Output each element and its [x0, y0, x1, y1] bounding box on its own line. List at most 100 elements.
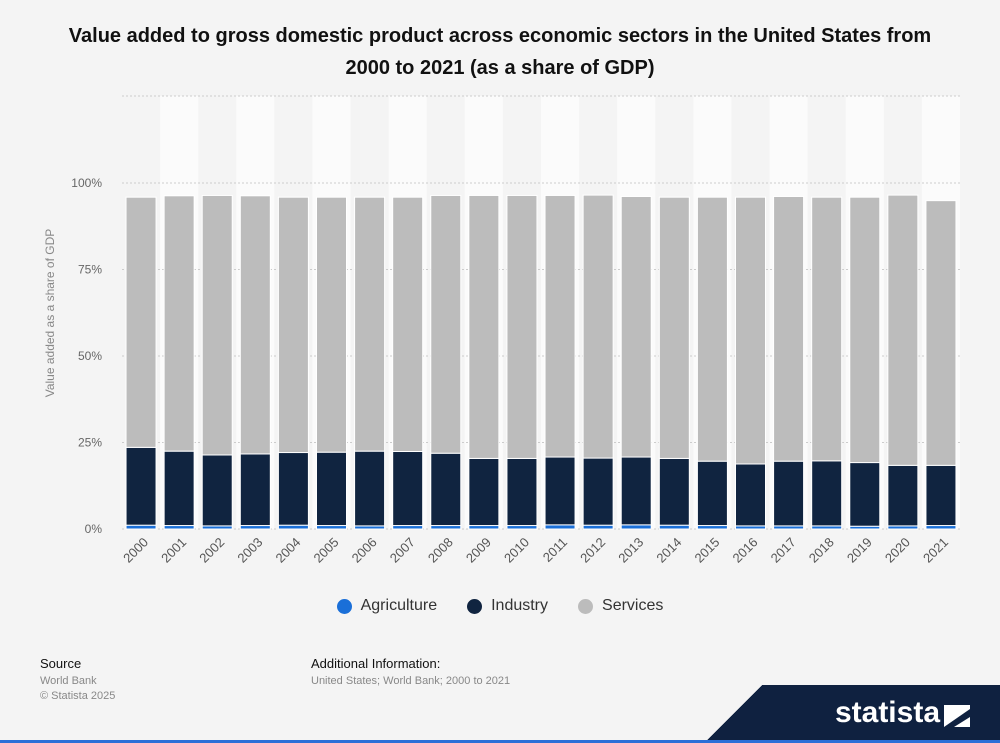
legend-item-industry[interactable]: Industry: [467, 597, 548, 615]
bar-agriculture-2005[interactable]: [316, 525, 347, 530]
bar-services-2004[interactable]: [277, 196, 309, 454]
x-tick-label: 2013: [615, 535, 646, 566]
bar-industry-2016[interactable]: [735, 463, 766, 527]
bar-agriculture-2011[interactable]: [544, 524, 576, 530]
x-tick-label: 2006: [349, 535, 380, 566]
bar-industry-2011[interactable]: [544, 456, 576, 526]
x-tick-label: 2003: [234, 535, 265, 566]
bar-agriculture-2004[interactable]: [277, 524, 309, 530]
bar-agriculture-2007[interactable]: [392, 525, 424, 530]
bar-industry-2021[interactable]: [925, 464, 957, 527]
bar-industry-2017[interactable]: [773, 460, 805, 527]
bar-services-2011[interactable]: [544, 194, 576, 458]
bar-agriculture-2021[interactable]: [925, 525, 957, 530]
x-tick-label: 2016: [730, 535, 761, 566]
bar-industry-2007[interactable]: [392, 450, 424, 527]
bar-agriculture-2003[interactable]: [239, 525, 271, 530]
legend: Agriculture Industry Services: [0, 597, 1000, 615]
x-tick-label: 2020: [882, 535, 913, 566]
bar-services-2000[interactable]: [125, 196, 157, 448]
x-tick-label: 2002: [196, 535, 227, 566]
bar-services-2019[interactable]: [849, 196, 881, 464]
bar-agriculture-2001[interactable]: [163, 525, 195, 530]
bar-industry-2002[interactable]: [201, 454, 233, 527]
y-tick-label: 100%: [71, 176, 102, 190]
x-tick-label: 2001: [158, 535, 189, 566]
statista-logo-icon: [944, 705, 970, 727]
bottom-accent-strip: [0, 740, 1000, 743]
bar-services-2013[interactable]: [620, 195, 652, 458]
bar-services-2018[interactable]: [811, 196, 843, 462]
legend-label-industry: Industry: [491, 597, 549, 614]
y-tick-label: 75%: [78, 263, 102, 277]
bar-agriculture-2012[interactable]: [582, 524, 614, 530]
bar-industry-2003[interactable]: [239, 453, 271, 527]
bar-services-2001[interactable]: [163, 195, 195, 452]
x-tick-label: 2000: [120, 535, 151, 566]
bar-agriculture-2009[interactable]: [468, 525, 500, 530]
bar-agriculture-2014[interactable]: [658, 524, 690, 530]
legend-item-agriculture[interactable]: Agriculture: [336, 597, 438, 615]
bar-services-2017[interactable]: [773, 195, 805, 462]
legend-label-services: Services: [602, 597, 664, 614]
legend-label-agriculture: Agriculture: [360, 597, 438, 614]
x-tick-label: 2017: [768, 535, 799, 566]
bar-industry-2001[interactable]: [163, 450, 195, 527]
statista-logo-text[interactable]: statista: [834, 696, 940, 729]
bar-industry-2009[interactable]: [468, 457, 500, 527]
x-tick-label: 2021: [920, 535, 951, 566]
y-tick-label: 25%: [78, 436, 102, 450]
x-tick-label: 2019: [844, 535, 875, 566]
bar-agriculture-2013[interactable]: [620, 524, 652, 530]
additional-info-value: United States; World Bank; 2000 to 2021: [311, 675, 511, 687]
bar-agriculture-2000[interactable]: [125, 524, 157, 530]
x-tick-label: 2015: [691, 535, 722, 566]
bar-industry-2012[interactable]: [582, 457, 614, 526]
bar-agriculture-2008[interactable]: [430, 525, 462, 530]
bar-services-2007[interactable]: [392, 196, 424, 452]
bar-services-2016[interactable]: [735, 196, 766, 465]
legend-item-services[interactable]: Services: [578, 597, 663, 615]
x-tick-label: 2007: [387, 535, 418, 566]
bar-services-2003[interactable]: [239, 195, 271, 455]
bar-industry-2004[interactable]: [277, 452, 309, 526]
statista-brand-banner: statista: [680, 685, 1000, 743]
bar-industry-2019[interactable]: [849, 462, 881, 527]
bar-services-2014[interactable]: [658, 196, 690, 459]
bar-services-2015[interactable]: [696, 196, 728, 462]
bar-industry-2000[interactable]: [125, 446, 157, 526]
x-tick-label: 2009: [463, 535, 494, 566]
bar-industry-2020[interactable]: [887, 464, 919, 527]
x-tick-label: 2008: [425, 535, 456, 566]
bar-industry-2018[interactable]: [811, 460, 843, 527]
stacked-bar-chart: 0% 25% 50% 75% 100% 2000 2001 2002 2003 2004 2005…: [43, 95, 960, 566]
bar-services-2008[interactable]: [430, 194, 462, 454]
bar-services-2002[interactable]: [201, 194, 233, 456]
x-tick-label: 2012: [577, 535, 608, 566]
bar-services-2006[interactable]: [354, 196, 386, 452]
bar-services-2021[interactable]: [925, 200, 957, 466]
x-tick-label: 2004: [272, 535, 303, 566]
bar-industry-2006[interactable]: [354, 450, 386, 527]
bar-industry-2013[interactable]: [620, 456, 652, 526]
y-axis-label: Value added as a share of GDP: [43, 229, 57, 398]
chart-title: Value added to gross domestic product ac…: [68, 25, 932, 79]
source-label: Source: [40, 656, 82, 671]
bar-services-2009[interactable]: [468, 194, 500, 459]
bar-agriculture-2015[interactable]: [696, 525, 728, 530]
bar-services-2010[interactable]: [506, 194, 538, 459]
bar-industry-2014[interactable]: [658, 457, 690, 526]
bar-industry-2010[interactable]: [506, 457, 538, 527]
legend-dot-agriculture: [336, 598, 352, 614]
bar-industry-2005[interactable]: [316, 451, 347, 527]
bar-agriculture-2010[interactable]: [506, 525, 538, 530]
bar-services-2020[interactable]: [887, 194, 919, 466]
legend-dot-services: [578, 598, 594, 614]
bar-services-2005[interactable]: [316, 196, 347, 453]
bar-industry-2008[interactable]: [430, 452, 462, 527]
source-value[interactable]: World Bank: [40, 675, 97, 687]
bar-industry-2015[interactable]: [696, 460, 728, 527]
bar-services-2012[interactable]: [582, 194, 614, 459]
additional-info-label: Additional Information:: [311, 656, 441, 671]
legend-dot-industry: [467, 598, 483, 614]
